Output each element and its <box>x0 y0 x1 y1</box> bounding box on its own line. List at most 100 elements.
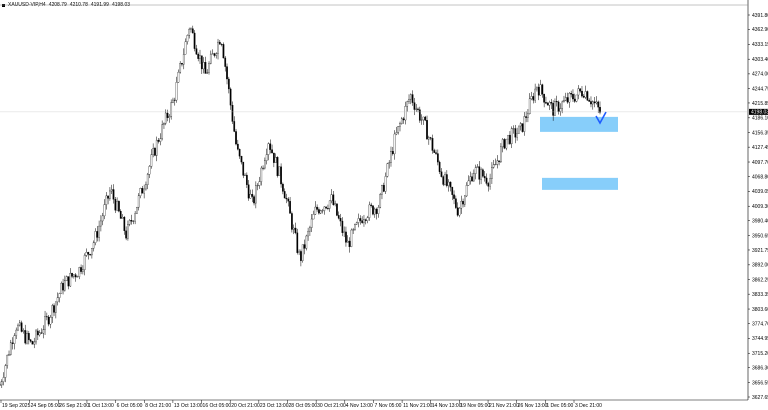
candle-body <box>464 195 466 205</box>
candle-body <box>373 208 376 215</box>
candle-body <box>555 101 558 103</box>
candle-body <box>233 121 236 132</box>
candle-body <box>109 190 111 199</box>
candle-body <box>512 128 515 130</box>
candle-body <box>283 191 286 199</box>
candle-body <box>208 63 210 73</box>
candle-body <box>8 354 10 356</box>
candle-body <box>128 220 131 225</box>
candle-body <box>505 138 508 149</box>
candle-body <box>465 185 468 197</box>
candle-body <box>391 151 394 155</box>
candle-body <box>352 229 355 231</box>
candle-body <box>218 41 221 45</box>
candle-body <box>74 274 77 278</box>
candle-body <box>274 157 277 163</box>
candle-body <box>35 330 37 343</box>
candle-body <box>424 116 427 121</box>
y-tick-label: 3627.65 <box>752 395 768 401</box>
candle-body <box>572 94 574 100</box>
candle-body <box>240 156 243 163</box>
candle-body <box>393 133 396 155</box>
candle-body <box>249 194 252 199</box>
candle-body <box>285 197 288 200</box>
y-tick-label: 4391.80 <box>752 13 768 19</box>
candle-body <box>496 160 499 165</box>
candle-body <box>471 176 473 182</box>
candle-body <box>590 101 592 105</box>
candle-body <box>561 101 564 109</box>
candle-body <box>332 194 335 205</box>
candle-body <box>485 177 488 184</box>
candle-body <box>15 329 18 336</box>
y-tick-label: 3980.40 <box>752 218 768 224</box>
candle-body <box>87 252 90 255</box>
candle-body <box>36 330 39 336</box>
candle-body <box>11 342 14 344</box>
candle-body <box>256 185 259 187</box>
candle-body <box>289 201 291 214</box>
candle-body <box>64 280 66 291</box>
candle-body <box>455 198 457 208</box>
candle-body <box>449 181 452 188</box>
candle-body <box>346 240 349 243</box>
candle-body <box>339 218 342 222</box>
candle-body <box>460 200 463 209</box>
candle-body <box>426 120 428 140</box>
candle-body <box>137 195 140 208</box>
candle-body <box>26 333 28 344</box>
candle-body <box>121 217 124 219</box>
x-tick-label: 24 Sep 05:00 <box>31 403 61 409</box>
candle-body <box>503 139 506 149</box>
candle-body <box>188 28 191 36</box>
candle-body <box>402 118 405 121</box>
candle-body <box>406 101 409 107</box>
candle-body <box>554 101 556 116</box>
candle-body <box>45 316 48 318</box>
candle-body <box>325 206 327 209</box>
candle-body <box>586 91 589 101</box>
candle-body <box>552 103 555 116</box>
candle-body <box>525 116 527 118</box>
candle-body <box>114 199 117 211</box>
candle-body <box>399 123 401 127</box>
candle-body <box>186 35 189 42</box>
candle-body <box>269 143 272 150</box>
candle-body <box>190 28 192 30</box>
candle-body <box>487 183 490 187</box>
candle-body <box>563 100 565 103</box>
candle-body <box>220 44 223 45</box>
candle-body <box>181 63 183 65</box>
candle-body <box>429 137 432 139</box>
candle-body <box>417 108 419 110</box>
candle-body <box>467 180 470 186</box>
candle-body <box>0 384 1 386</box>
candle-body <box>145 184 147 190</box>
candle-body <box>168 116 171 118</box>
candle-body <box>300 251 302 261</box>
candle-body <box>404 106 407 121</box>
candle-body <box>314 206 317 215</box>
candle-body <box>395 132 398 135</box>
candle-body <box>157 139 160 142</box>
candle-body <box>541 84 544 95</box>
candle-body <box>110 189 113 192</box>
candle-body <box>31 341 34 345</box>
candle-body <box>453 194 455 199</box>
candle-body <box>292 227 295 230</box>
candle-body <box>229 88 232 106</box>
y-tick-label: 3686.30 <box>752 365 768 371</box>
y-tick-label: 3715.20 <box>752 351 768 357</box>
x-tick-label: 4 Nov 13:00 <box>346 403 373 409</box>
candle-body <box>132 220 135 222</box>
candle-body <box>22 330 25 332</box>
candle-body <box>253 196 255 204</box>
candle-body <box>264 160 266 169</box>
candle-body <box>409 94 412 100</box>
candle-body <box>154 148 156 156</box>
candle-body <box>83 255 86 270</box>
candle-body <box>534 88 536 101</box>
candle-body <box>491 167 493 179</box>
